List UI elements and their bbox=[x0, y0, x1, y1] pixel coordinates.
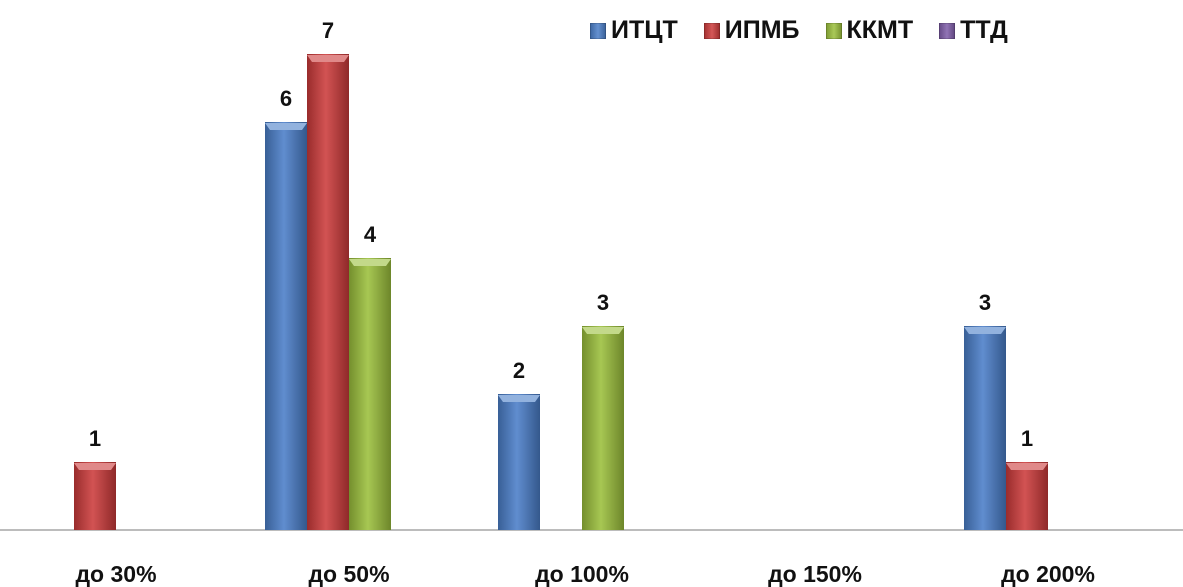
bar-cap-1-0 bbox=[265, 123, 307, 130]
bar-cap-4-0 bbox=[964, 327, 1006, 334]
legend-item-0: ИТЦТ bbox=[590, 16, 678, 45]
legend-item-3: ТТД bbox=[939, 16, 1008, 45]
legend-item-2: ККМТ bbox=[825, 16, 914, 45]
data-label-4-0: 3 bbox=[979, 290, 991, 315]
bar-cap-2-2 bbox=[582, 327, 624, 334]
bar-1-2 bbox=[349, 258, 391, 530]
bar-4-1 bbox=[1006, 462, 1048, 530]
legend-label-0: ИТЦТ bbox=[611, 16, 678, 44]
bar-2-0 bbox=[498, 394, 540, 530]
x-tick-label-4: до 200% bbox=[1001, 561, 1095, 587]
data-label-4-1: 1 bbox=[1021, 426, 1033, 451]
bar-cap-4-1 bbox=[1006, 463, 1048, 470]
data-labels-layer: 1 6 7 4 2 3 3 1 bbox=[89, 18, 1033, 451]
legend-swatch-3 bbox=[939, 22, 956, 39]
x-tick-label-0: до 30% bbox=[75, 561, 156, 587]
legend-swatch-2 bbox=[825, 22, 842, 39]
x-tick-label-3: до 150% bbox=[768, 561, 862, 587]
bar-cap-1-1 bbox=[307, 55, 349, 62]
data-label-1-0: 6 bbox=[280, 86, 292, 111]
data-label-1-2: 4 bbox=[364, 222, 377, 247]
legend-label-3: ТТД bbox=[960, 16, 1008, 44]
bar-2-2 bbox=[582, 326, 624, 530]
legend-item-1: ИПМБ bbox=[703, 16, 800, 45]
x-tick-label-2: до 100% bbox=[535, 561, 629, 587]
data-label-2-2: 3 bbox=[597, 290, 609, 315]
data-label-2-0: 2 bbox=[513, 358, 525, 383]
bar-cap-2-0 bbox=[498, 395, 540, 402]
bar-4-0 bbox=[964, 326, 1006, 530]
legend-swatch-1 bbox=[703, 22, 720, 39]
legend-label-2: ККМТ bbox=[846, 16, 914, 44]
x-tick-labels: до 30% до 50% до 100% до 150% до 200% bbox=[75, 561, 1094, 587]
bar-0-1 bbox=[74, 462, 116, 530]
bar-cap-1-2 bbox=[349, 259, 391, 266]
legend: ИТЦТ ИПМБ ККМТ ТТД bbox=[590, 16, 1008, 45]
data-label-0-1: 1 bbox=[89, 426, 101, 451]
bar-cap-0-1 bbox=[74, 463, 116, 470]
legend-swatch-0 bbox=[590, 22, 606, 39]
legend-label-1: ИПМБ bbox=[724, 16, 800, 44]
bar-1-0 bbox=[265, 122, 307, 530]
bars-layer bbox=[74, 54, 1048, 530]
data-label-1-1: 7 bbox=[322, 18, 334, 43]
x-tick-label-1: до 50% bbox=[308, 561, 389, 587]
bar-1-1 bbox=[307, 54, 349, 530]
